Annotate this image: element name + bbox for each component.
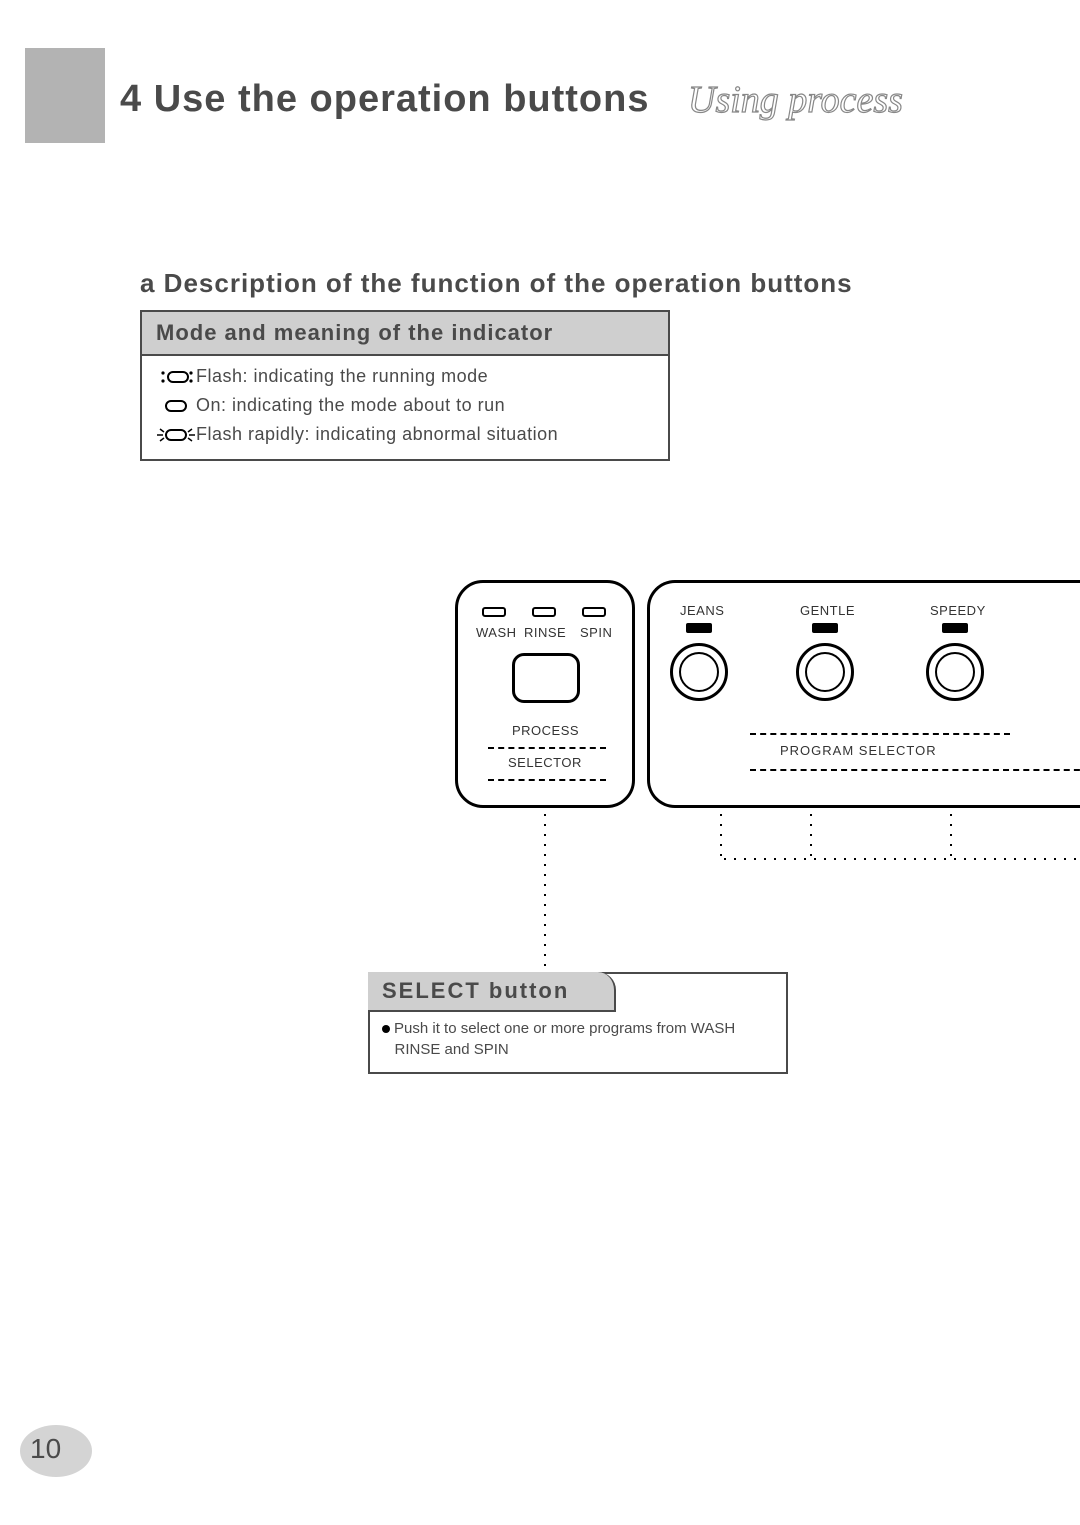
dotted-connector: [720, 810, 722, 860]
mode-box-heading: Mode and meaning of the indicator: [142, 312, 668, 356]
select-body-line2: RINSE and SPIN: [395, 1041, 509, 1058]
dotted-connector: [810, 810, 812, 860]
indicator-icon: [686, 623, 712, 633]
dotted-connector: [544, 810, 546, 970]
dash-line: [750, 733, 1010, 735]
section-heading: a Description of the function of the ope…: [140, 268, 853, 299]
mode-row-text: Flash rapidly: indicating abnormal situa…: [196, 424, 558, 445]
process-selector-button[interactable]: [512, 653, 580, 703]
selector-label: SELECTOR: [508, 755, 582, 770]
indicator-icon: [942, 623, 968, 633]
jeans-label: JEANS: [680, 603, 724, 618]
mode-row-text: On: indicating the mode about to run: [196, 395, 505, 416]
dotted-connector: [720, 858, 1080, 860]
wash-label: WASH: [476, 625, 517, 640]
control-panel-diagram: WASH RINSE SPIN PROCESS SELECTOR JEANS G…: [455, 580, 1080, 820]
indicator-icon: [482, 607, 506, 617]
page-subtitle: Using process: [688, 78, 903, 122]
select-body-line1: Push it to select one or more programs f…: [394, 1020, 735, 1037]
jeans-button[interactable]: [670, 643, 728, 701]
indicator-icon: [532, 607, 556, 617]
gentle-label: GENTLE: [800, 603, 855, 618]
flash-icon: [156, 369, 196, 385]
gentle-button[interactable]: [796, 643, 854, 701]
bullet-icon: [382, 1025, 390, 1033]
dash-line: [488, 779, 606, 781]
flash-rapid-icon: [156, 426, 196, 444]
indicator-icon: [812, 623, 838, 633]
rinse-label: RINSE: [524, 625, 566, 640]
dash-line: [488, 747, 606, 749]
mode-row: Flash: indicating the running mode: [142, 362, 668, 391]
mode-row: On: indicating the mode about to run: [142, 391, 668, 420]
process-selector-panel: WASH RINSE SPIN PROCESS SELECTOR: [455, 580, 635, 808]
indicator-icon: [582, 607, 606, 617]
page-title: 4 Use the operation buttons: [120, 78, 649, 121]
mode-indicator-box: Mode and meaning of the indicator Flash:…: [140, 310, 670, 461]
dotted-connector: [950, 810, 952, 860]
speedy-label: SPEEDY: [930, 603, 986, 618]
select-button-box: SELECT button Push it to select one or m…: [368, 972, 788, 1074]
select-box-body: Push it to select one or more programs f…: [370, 1012, 786, 1072]
speedy-button[interactable]: [926, 643, 984, 701]
page-number: 10: [30, 1433, 61, 1465]
process-label: PROCESS: [512, 723, 579, 738]
mode-row: Flash rapidly: indicating abnormal situa…: [142, 420, 668, 449]
program-selector-panel: JEANS GENTLE SPEEDY PROGRAM SELECTOR: [647, 580, 1080, 808]
on-icon: [156, 398, 196, 414]
header-grey-block: [25, 48, 105, 143]
spin-label: SPIN: [580, 625, 612, 640]
mode-row-text: Flash: indicating the running mode: [196, 366, 488, 387]
select-box-heading: SELECT button: [368, 972, 616, 1012]
program-selector-label: PROGRAM SELECTOR: [780, 743, 937, 758]
dash-line: [750, 769, 1080, 771]
